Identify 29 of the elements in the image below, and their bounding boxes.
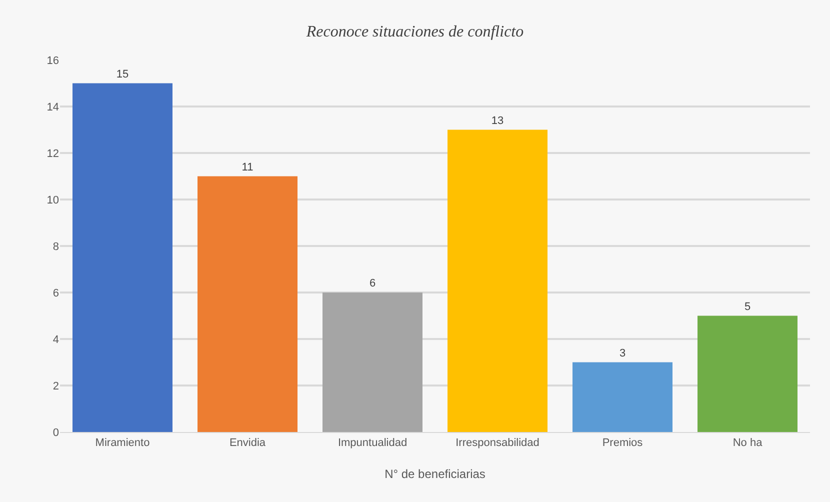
data-label: 6 xyxy=(369,278,376,290)
bar xyxy=(72,83,172,432)
y-tick-label: 16 xyxy=(46,54,59,67)
data-label: 13 xyxy=(491,114,504,127)
data-label: 15 xyxy=(116,68,129,80)
x-axis-title: N° de beneficiarias xyxy=(384,467,486,481)
y-tick-label: 10 xyxy=(46,194,59,206)
y-tick-label: 8 xyxy=(52,240,59,253)
x-tick-label: No ha xyxy=(732,437,764,450)
bar xyxy=(322,292,422,432)
x-tick-label: Irresponsabilidad xyxy=(456,437,540,450)
x-tick-label: Envidia xyxy=(229,437,266,450)
bar xyxy=(572,362,672,432)
y-tick-label: 12 xyxy=(46,148,59,160)
y-tick-label: 14 xyxy=(46,101,59,114)
y-tick-label: 0 xyxy=(52,426,59,439)
data-label: 5 xyxy=(744,300,751,313)
data-label: 3 xyxy=(619,347,626,360)
y-tick-label: 6 xyxy=(52,287,59,300)
y-tick-label: 4 xyxy=(52,334,59,346)
bar xyxy=(698,316,798,432)
y-tick-label: 2 xyxy=(52,380,59,392)
x-tick-label: Impuntualidad xyxy=(338,437,408,450)
bar xyxy=(448,130,548,432)
x-tick-label: Miramiento xyxy=(95,437,150,450)
data-label: 11 xyxy=(242,161,254,174)
bar xyxy=(198,176,298,432)
x-tick-label: Premios xyxy=(602,437,644,450)
chart-title: Reconoce situaciones de conflicto xyxy=(305,23,524,40)
